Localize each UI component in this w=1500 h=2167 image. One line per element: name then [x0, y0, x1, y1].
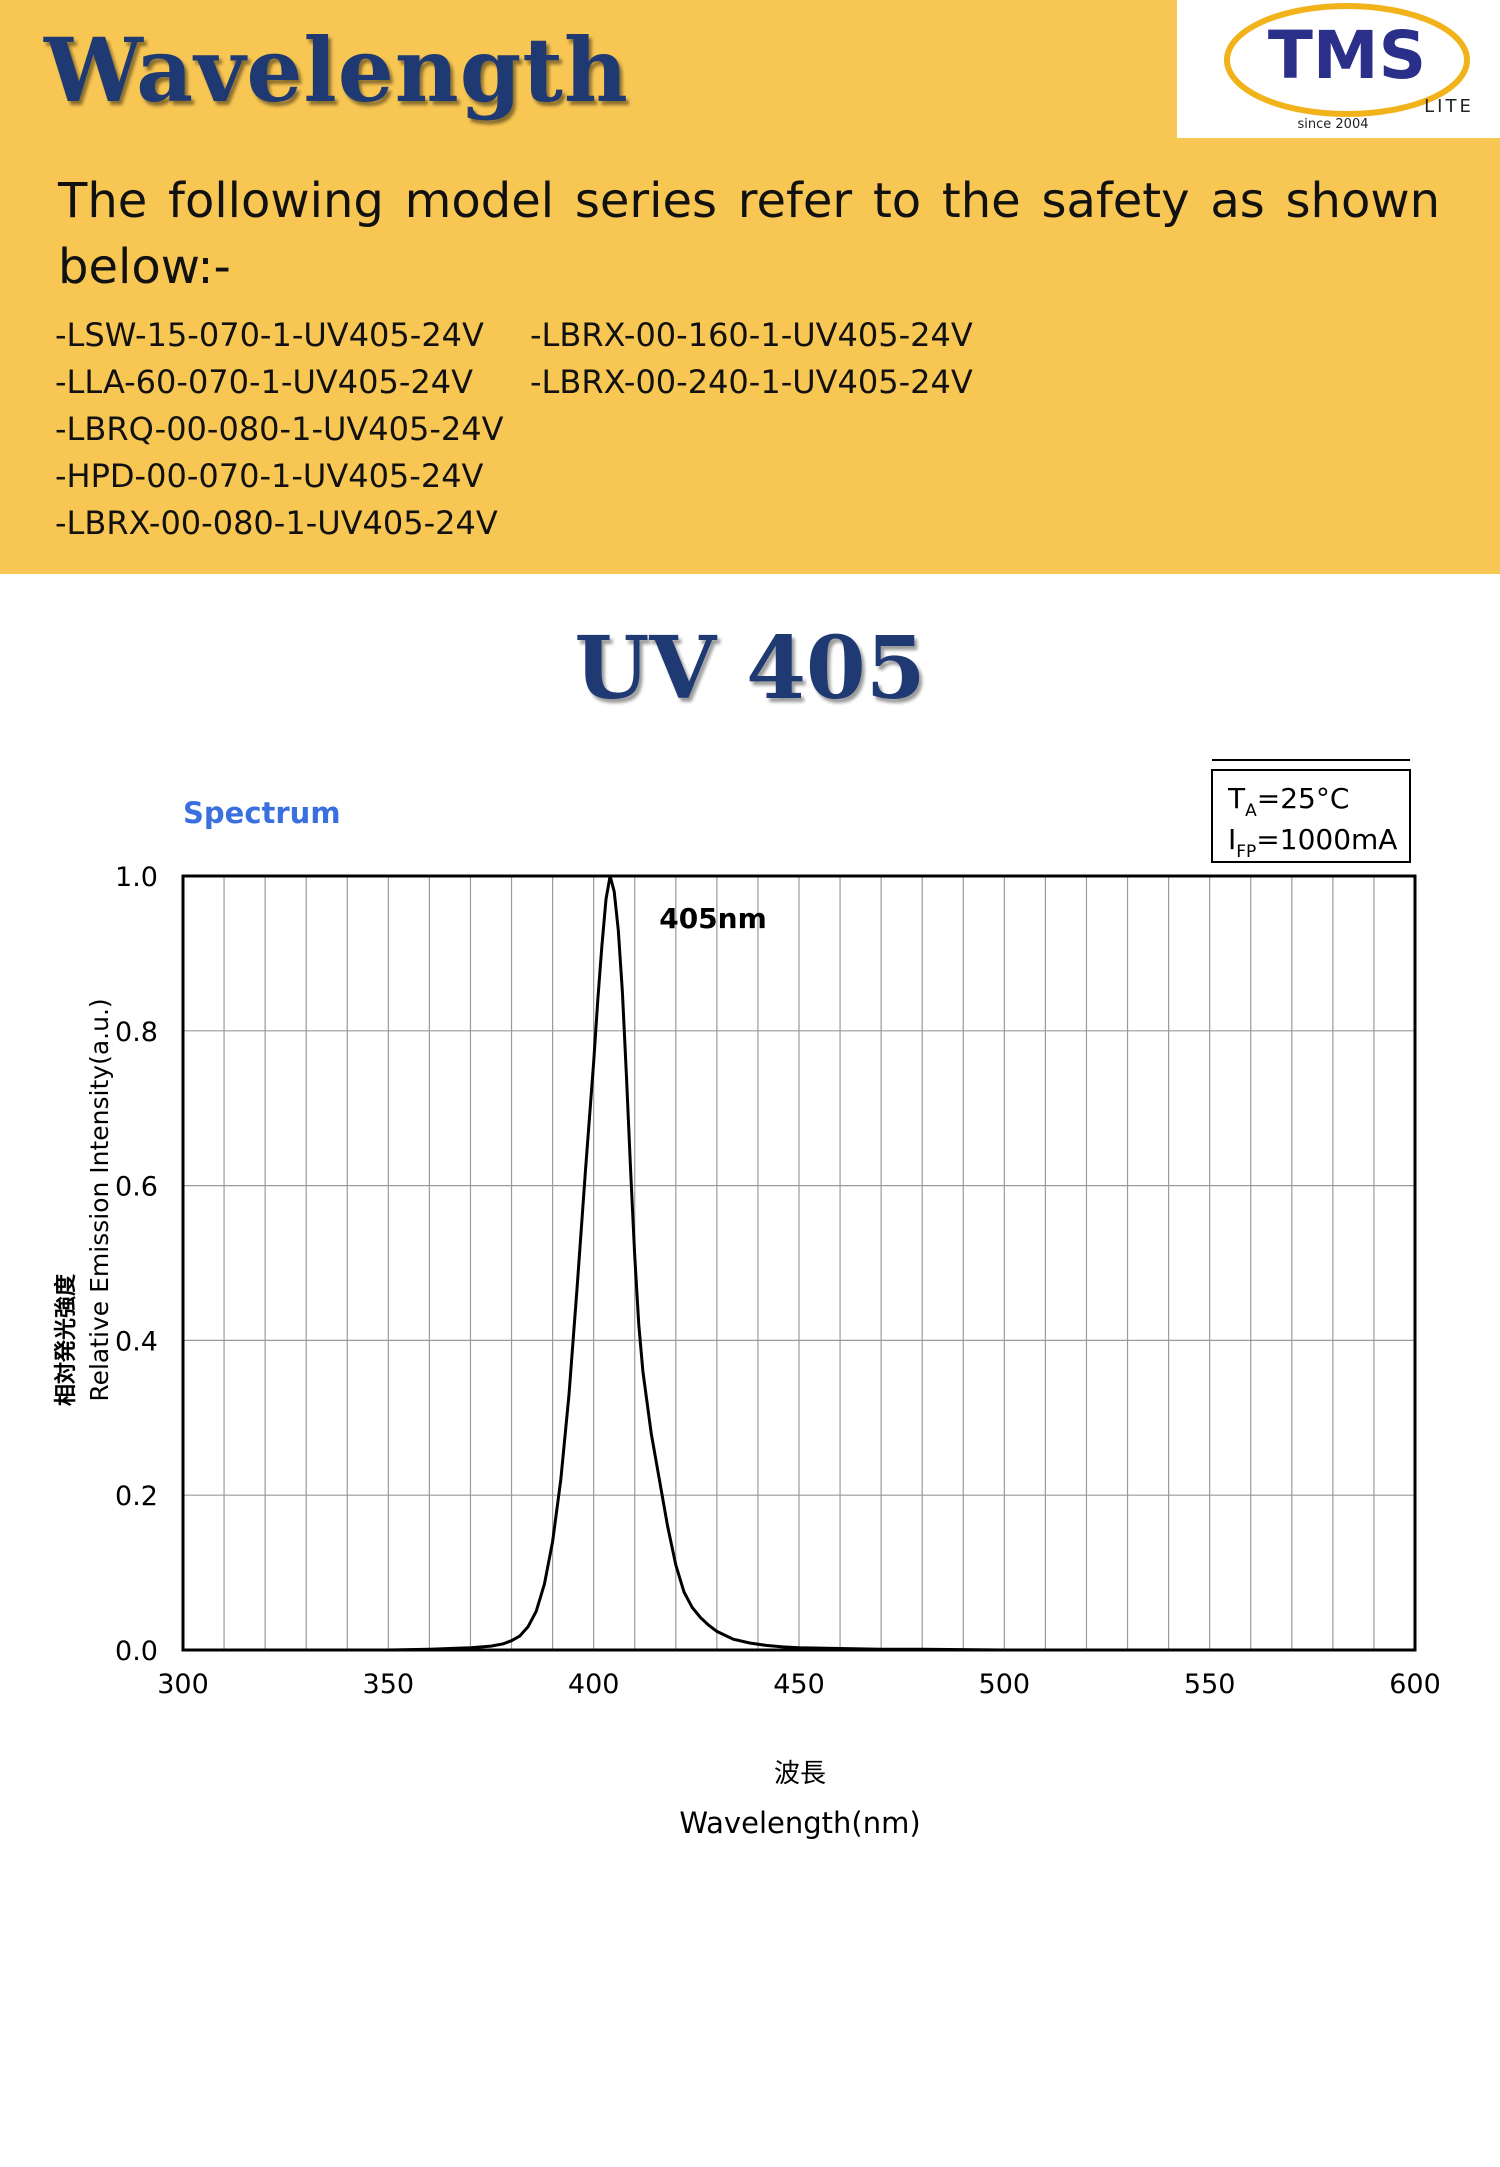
y-tick-label: 0.8 [115, 1017, 158, 1048]
model-item: -LSW-15-070-1-UV405-24V [55, 316, 484, 354]
y-tick-label: 0.0 [115, 1636, 158, 1667]
y-tick-label: 0.6 [115, 1172, 158, 1203]
logo-since: since 2004 [1298, 117, 1369, 132]
x-tick-label: 550 [1184, 1669, 1236, 1700]
x-tick-label: 500 [979, 1669, 1031, 1700]
x-tick-label: 600 [1389, 1669, 1441, 1700]
y-tick-label: 0.4 [115, 1326, 158, 1357]
x-tick-label: 400 [568, 1669, 620, 1700]
y-tick-label: 1.0 [115, 862, 158, 893]
logo-sub: LITE [1424, 96, 1474, 117]
model-item: -LLA-60-070-1-UV405-24V [55, 363, 474, 401]
logo-text: TMS [1268, 17, 1426, 94]
model-list-col1: -LSW-15-070-1-UV405-24V -LLA-60-070-1-UV… [55, 312, 504, 547]
chart-title: Spectrum [183, 796, 341, 830]
peak-label: 405nm [659, 902, 767, 935]
model-item: -LBRX-00-240-1-UV405-24V [530, 363, 973, 401]
y-tick-labels: 0.0 0.2 0.4 0.6 0.8 1.0 [115, 862, 158, 1667]
spectrum-curve [183, 875, 1415, 1652]
grid [183, 876, 1415, 1650]
x-tick-label: 450 [773, 1669, 825, 1700]
y-axis-label-cjk: 相対発光強度 [53, 1273, 79, 1406]
model-item: -LBRX-00-160-1-UV405-24V [530, 316, 973, 354]
model-list: -LSW-15-070-1-UV405-24V -LLA-60-070-1-UV… [55, 312, 973, 547]
model-list-col2: -LBRX-00-160-1-UV405-24V -LBRX-00-240-1-… [530, 312, 973, 406]
y-tick-label: 0.2 [115, 1481, 158, 1512]
plot-frame [181, 874, 1417, 1652]
model-item: -HPD-00-070-1-UV405-24V [55, 457, 484, 495]
logo-ring [1224, 3, 1470, 117]
model-item: -LBRX-00-080-1-UV405-24V [55, 504, 498, 542]
ta-condition: TA=25°C [1227, 782, 1349, 821]
spectrum-chart: Spectrum TA=25°C IFP=1000mA 0.0 0.2 0.4 0.6… [53, 759, 1441, 1840]
y-axis-label: Relative Emission Intensity(a.u.) [85, 998, 114, 1401]
x-tick-label: 350 [363, 1669, 415, 1700]
tms-lite-logo: TMS LITE since 2004 [1177, 0, 1500, 138]
model-item: -LBRQ-00-080-1-UV405-24V [55, 410, 504, 448]
ifp-condition: IFP=1000mA [1228, 823, 1397, 862]
x-tick-labels: 300 350 400 450 500 550 600 [157, 1669, 1441, 1700]
x-axis-label: Wavelength(nm) [679, 1806, 920, 1840]
x-tick-label: 300 [157, 1669, 209, 1700]
page-title: Wavelength [44, 18, 629, 122]
chart-heading: UV 405 [574, 618, 926, 719]
x-axis-label-cjk: 波長 [774, 1759, 826, 1789]
intro-text: The following model series refer to the … [58, 173, 1440, 295]
conditions-box [1211, 769, 1411, 863]
header-banner: Wavelength TMS LITE since 2004 The follo… [0, 0, 1500, 574]
